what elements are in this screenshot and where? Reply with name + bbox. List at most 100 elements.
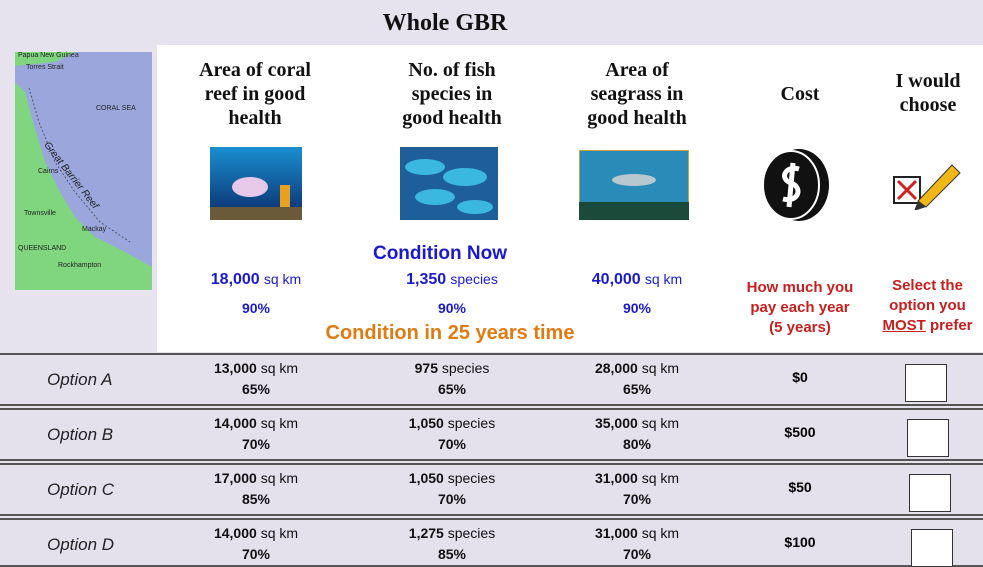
header-line: species in: [411, 83, 493, 105]
header-line: good health: [587, 107, 687, 129]
option-row: Option C 17,000 sq km 85% 1,050 species 70% 3…: [0, 463, 983, 516]
cell-amount-line: 14,000 sq km: [176, 523, 336, 544]
percent: 65%: [437, 381, 467, 397]
map-label: Rockhampton: [58, 262, 102, 269]
percent: 85%: [437, 546, 467, 562]
option-cost: $100: [784, 534, 816, 550]
unit: sq km: [263, 271, 302, 287]
option-row: Option D 14,000 sq km 70% 1,275 species 85% 3…: [0, 518, 983, 567]
cell-amount-line: 28,000 sq km: [557, 358, 717, 379]
choice-checkbox[interactable]: [911, 529, 953, 567]
condition-now-label: Condition Now: [372, 243, 508, 264]
unit: species: [441, 360, 490, 376]
column-header: Area of coral reef in good health: [170, 58, 340, 130]
now-value: 1,350 species: [372, 271, 532, 289]
coin-icon: [762, 149, 829, 221]
header-line: health: [228, 107, 282, 129]
unit: sq km: [260, 360, 299, 376]
option-cell: 975 species 65%: [372, 358, 532, 400]
option-cell: 1,050 species 70%: [372, 413, 532, 455]
amount: 31,000: [594, 525, 638, 541]
note-line: pay each year: [750, 299, 850, 316]
unit: species: [447, 470, 496, 486]
header-line: I would: [895, 70, 961, 92]
amount: 13,000: [213, 360, 257, 376]
cell-amount-line: 14,000 sq km: [176, 413, 336, 434]
option-cell: 13,000 sq km 65%: [176, 358, 336, 400]
column-header: No. of fish species in good health: [367, 58, 537, 130]
map-label: Torres Strait: [26, 64, 64, 71]
percent: 65%: [622, 381, 652, 397]
header-line: choose: [899, 94, 957, 116]
amount: 1,275: [408, 525, 444, 541]
option-cell: 31,000 sq km 70%: [557, 468, 717, 510]
note-line: option you: [889, 297, 966, 314]
header-line: No. of fish: [408, 59, 496, 81]
amount: 17,000: [213, 470, 257, 486]
condition-future-label: Condition in 25 years time: [325, 322, 575, 344]
cell-amount-line: 1,050 species: [372, 413, 532, 434]
unit: sq km: [260, 525, 299, 541]
map-label: QUEENSLAND: [18, 245, 67, 252]
unit: sq km: [641, 415, 680, 431]
note-end: prefer: [929, 317, 973, 334]
unit: sq km: [641, 470, 680, 486]
unit: species: [447, 525, 496, 541]
amount: 28,000: [594, 360, 638, 376]
fish-photo: [400, 147, 498, 220]
percent: 85%: [241, 491, 271, 507]
option-cost: $0: [792, 369, 808, 385]
choice-checkbox[interactable]: [905, 364, 947, 402]
title: Whole GBR: [382, 10, 508, 36]
amount: 35,000: [594, 415, 638, 431]
amount: 975: [414, 360, 438, 376]
coral-photo: [210, 147, 302, 220]
amount: 18,000: [210, 271, 260, 288]
header-line: seagrass in: [590, 83, 684, 105]
column-header: I would choose: [868, 69, 983, 117]
header-line: Area of: [605, 59, 669, 81]
note-line: MOST prefer: [865, 316, 983, 336]
unit: species: [447, 415, 496, 431]
percent: 65%: [241, 381, 271, 397]
cell-amount-line: 31,000 sq km: [557, 468, 717, 489]
now-value: 40,000 sq km: [557, 271, 717, 289]
option-row: Option A 13,000 sq km 65% 975 species 65% 28,…: [0, 353, 983, 406]
cell-amount-line: 17,000 sq km: [176, 468, 336, 489]
option-name: Option D: [47, 535, 115, 554]
note-line: Select the: [892, 277, 963, 294]
option-name: Option C: [47, 480, 115, 499]
option-cell: 35,000 sq km 80%: [557, 413, 717, 455]
now-percent: 90%: [241, 300, 271, 316]
unit: sq km: [641, 525, 680, 541]
amount: 40,000: [591, 271, 641, 288]
cell-amount-line: 1,050 species: [372, 468, 532, 489]
percent: 80%: [622, 436, 652, 452]
cell-amount-line: 1,275 species: [372, 523, 532, 544]
cell-amount-line: 975 species: [372, 358, 532, 379]
option-cell: 31,000 sq km 70%: [557, 523, 717, 565]
cell-amount-line: 31,000 sq km: [557, 523, 717, 544]
percent: 70%: [437, 436, 467, 452]
unit: sq km: [641, 360, 680, 376]
unit: sq km: [260, 415, 299, 431]
choice-checkbox[interactable]: [907, 419, 949, 457]
option-cell: 28,000 sq km 65%: [557, 358, 717, 400]
header-line: reef in good: [204, 83, 306, 105]
choice-checkbox[interactable]: [909, 474, 951, 512]
cell-amount-line: 13,000 sq km: [176, 358, 336, 379]
amount: 31,000: [594, 470, 638, 486]
seagrass-photo: [579, 150, 689, 220]
map-label: Townsville: [24, 210, 56, 217]
header-line: good health: [402, 107, 502, 129]
percent: 70%: [241, 436, 271, 452]
amount: 14,000: [213, 525, 257, 541]
option-cell: 17,000 sq km 85%: [176, 468, 336, 510]
percent: 70%: [622, 546, 652, 562]
column-header: Area of seagrass in good health: [552, 58, 722, 130]
cell-amount-line: 35,000 sq km: [557, 413, 717, 434]
option-name: Option B: [47, 425, 114, 444]
map-label: Cairns: [38, 168, 59, 175]
checkbox-pencil-icon: [893, 164, 961, 210]
now-percent: 90%: [622, 300, 652, 316]
